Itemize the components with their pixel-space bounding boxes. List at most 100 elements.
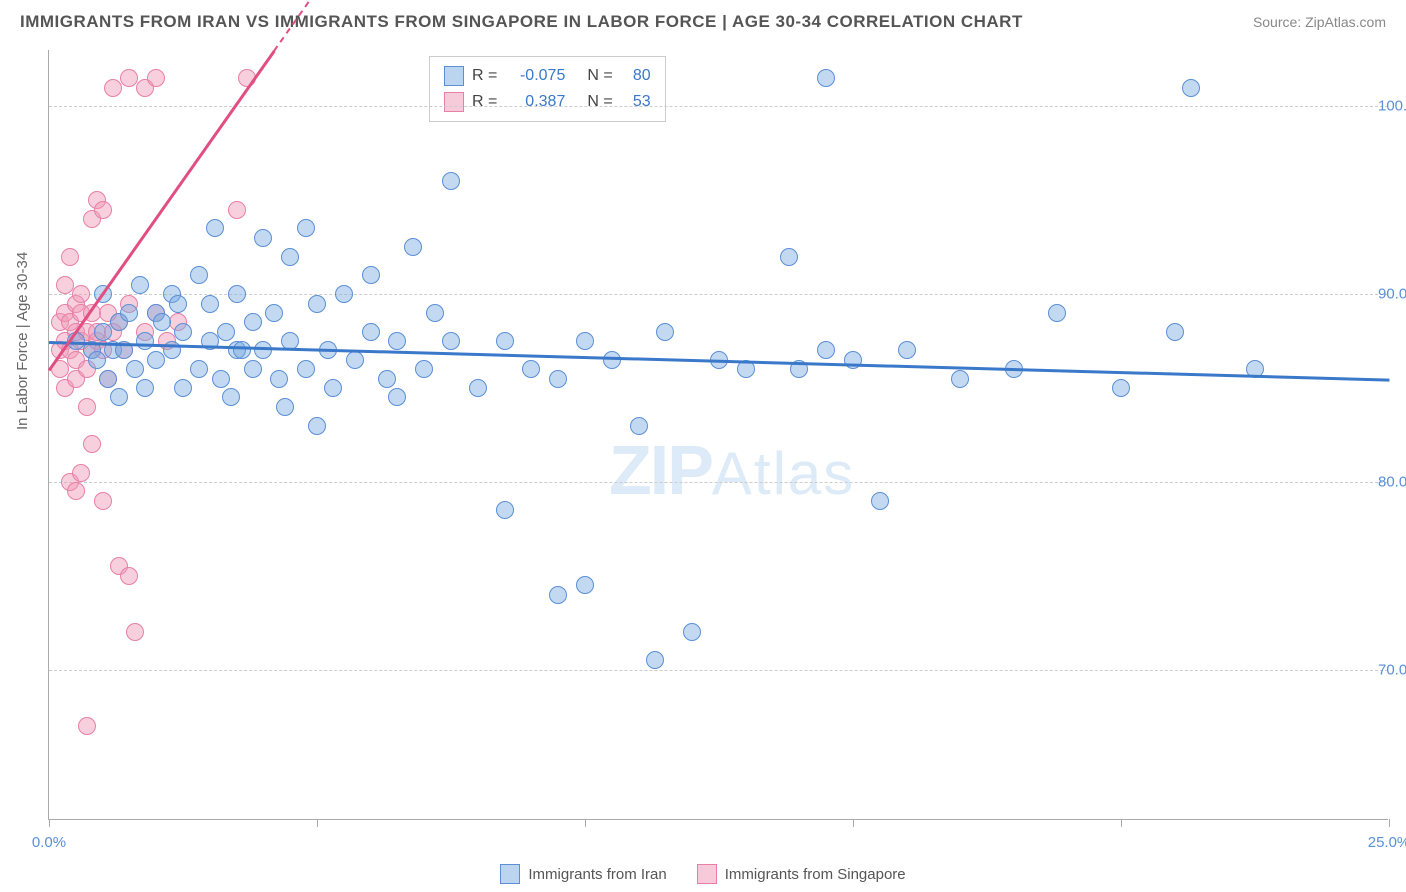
data-point-iran	[362, 323, 380, 341]
data-point-iran	[1166, 323, 1184, 341]
data-point-iran	[131, 276, 149, 294]
legend-label-singapore: Immigrants from Singapore	[725, 866, 906, 883]
data-point-iran	[174, 323, 192, 341]
data-point-singapore	[56, 276, 74, 294]
data-point-iran	[297, 219, 315, 237]
data-point-iran	[496, 332, 514, 350]
stats-legend: R = -0.075 N = 80 R = 0.387 N = 53	[429, 56, 666, 122]
data-point-iran	[442, 172, 460, 190]
data-point-iran	[378, 370, 396, 388]
data-point-iran	[147, 351, 165, 369]
data-point-iran	[169, 295, 187, 313]
data-point-iran	[190, 360, 208, 378]
data-point-iran	[265, 304, 283, 322]
data-point-iran	[388, 332, 406, 350]
r-value-iran: -0.075	[505, 67, 565, 85]
data-point-iran	[308, 417, 326, 435]
data-point-iran	[780, 248, 798, 266]
data-point-iran	[244, 360, 262, 378]
data-point-iran	[522, 360, 540, 378]
data-point-iran	[496, 501, 514, 519]
data-point-iran	[174, 379, 192, 397]
data-point-singapore	[120, 567, 138, 585]
data-point-iran	[206, 219, 224, 237]
data-point-iran	[217, 323, 235, 341]
data-point-iran	[871, 492, 889, 510]
data-point-iran	[297, 360, 315, 378]
gridline	[49, 294, 1388, 295]
x-tick	[317, 819, 318, 827]
data-point-singapore	[94, 201, 112, 219]
data-point-iran	[94, 323, 112, 341]
swatch-iran	[500, 864, 520, 884]
data-point-iran	[244, 313, 262, 331]
data-point-iran	[276, 398, 294, 416]
data-point-iran	[898, 341, 916, 359]
data-point-iran	[656, 323, 674, 341]
legend-row-singapore: R = 0.387 N = 53	[444, 89, 651, 115]
data-point-iran	[120, 304, 138, 322]
gridline	[49, 670, 1388, 671]
scatter-chart: R = -0.075 N = 80 R = 0.387 N = 53 ZIPAt…	[48, 50, 1388, 820]
data-point-singapore	[126, 623, 144, 641]
data-point-iran	[1112, 379, 1130, 397]
n-label: N =	[587, 93, 612, 111]
data-point-iran	[362, 266, 380, 284]
x-tick	[585, 819, 586, 827]
swatch-singapore	[444, 92, 464, 112]
data-point-iran	[549, 370, 567, 388]
data-point-singapore	[104, 79, 122, 97]
gridline	[49, 482, 1388, 483]
data-point-singapore	[94, 492, 112, 510]
watermark: ZIPAtlas	[609, 430, 855, 510]
data-point-iran	[442, 332, 460, 350]
swatch-singapore	[697, 864, 717, 884]
data-point-singapore	[78, 717, 96, 735]
x-tick-label: 25.0%	[1368, 834, 1406, 851]
data-point-singapore	[61, 248, 79, 266]
data-point-iran	[222, 388, 240, 406]
r-value-singapore: 0.387	[505, 93, 565, 111]
series-legend: Immigrants from Iran Immigrants from Sin…	[0, 864, 1406, 884]
n-label: N =	[587, 67, 612, 85]
data-point-iran	[576, 332, 594, 350]
data-point-iran	[817, 69, 835, 87]
data-point-iran	[190, 266, 208, 284]
data-point-iran	[1048, 304, 1066, 322]
y-axis-label: In Labor Force | Age 30-34	[14, 252, 31, 430]
data-point-iran	[630, 417, 648, 435]
gridline	[49, 106, 1388, 107]
data-point-iran	[110, 388, 128, 406]
chart-source: Source: ZipAtlas.com	[1253, 14, 1386, 30]
data-point-singapore	[78, 398, 96, 416]
data-point-iran	[951, 370, 969, 388]
data-point-singapore	[67, 482, 85, 500]
data-point-iran	[270, 370, 288, 388]
data-point-iran	[254, 229, 272, 247]
y-tick-label: 100.0%	[1378, 98, 1406, 115]
data-point-iran	[324, 379, 342, 397]
data-point-iran	[136, 332, 154, 350]
data-point-singapore	[228, 201, 246, 219]
x-tick	[1389, 819, 1390, 827]
data-point-iran	[99, 370, 117, 388]
data-point-iran	[404, 238, 422, 256]
data-point-iran	[388, 388, 406, 406]
data-point-iran	[576, 576, 594, 594]
data-point-iran	[201, 295, 219, 313]
data-point-iran	[426, 304, 444, 322]
r-label: R =	[472, 93, 497, 111]
data-point-singapore	[147, 69, 165, 87]
y-tick-label: 80.0%	[1378, 473, 1406, 490]
chart-title: IMMIGRANTS FROM IRAN VS IMMIGRANTS FROM …	[20, 12, 1023, 32]
data-point-iran	[281, 248, 299, 266]
data-point-iran	[469, 379, 487, 397]
x-tick	[853, 819, 854, 827]
x-tick	[1121, 819, 1122, 827]
data-point-iran	[136, 379, 154, 397]
legend-label-iran: Immigrants from Iran	[528, 866, 666, 883]
data-point-iran	[153, 313, 171, 331]
data-point-iran	[254, 341, 272, 359]
n-value-singapore: 53	[621, 93, 651, 111]
data-point-iran	[646, 651, 664, 669]
